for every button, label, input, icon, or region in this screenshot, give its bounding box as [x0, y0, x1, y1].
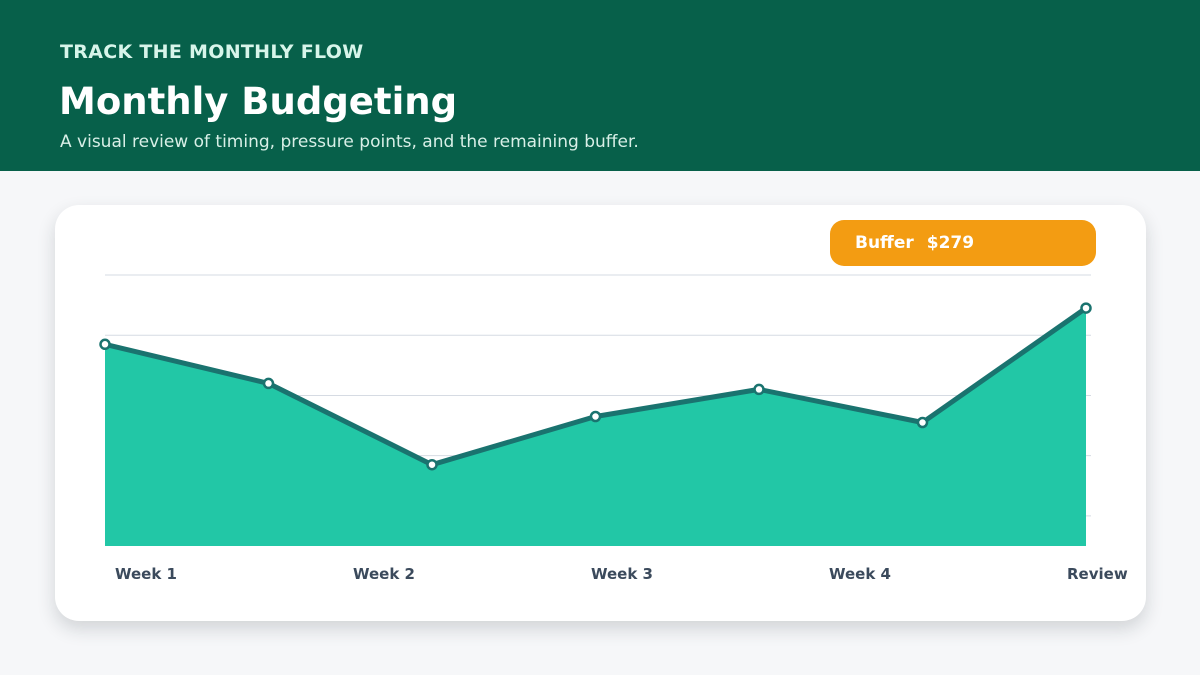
data-point: [262, 377, 275, 390]
header-banner: TRACK THE MONTHLY FLOW Monthly Budgeting…: [0, 0, 1200, 171]
buffer-value: $279: [926, 233, 975, 253]
data-point: [916, 416, 929, 429]
data-point: [753, 383, 765, 396]
page-subtitle: A visual review of timing, pressure poin…: [60, 132, 639, 152]
x-tick-label: Review: [1067, 565, 1128, 583]
area-fill: [105, 308, 1086, 546]
buffer-label: Buffer: [855, 233, 914, 253]
x-tick-label: Week 2: [353, 565, 415, 583]
area-layer: [99, 302, 1092, 546]
data-point: [99, 338, 111, 351]
x-tick-label: Week 4: [829, 565, 891, 583]
x-tick-label: Week 1: [115, 565, 177, 583]
x-tick-label: Week 3: [591, 565, 653, 583]
page-title: Monthly Budgeting: [59, 80, 458, 123]
eyebrow-text: TRACK THE MONTHLY FLOW: [60, 41, 364, 63]
data-point: [1080, 302, 1092, 314]
tick-label-layer: Week 1 Week 2 Week 3 Week 4 Review: [115, 565, 1128, 583]
data-point: [589, 410, 602, 423]
data-point: [426, 458, 438, 471]
buffer-badge: Buffer $279: [830, 220, 1096, 266]
